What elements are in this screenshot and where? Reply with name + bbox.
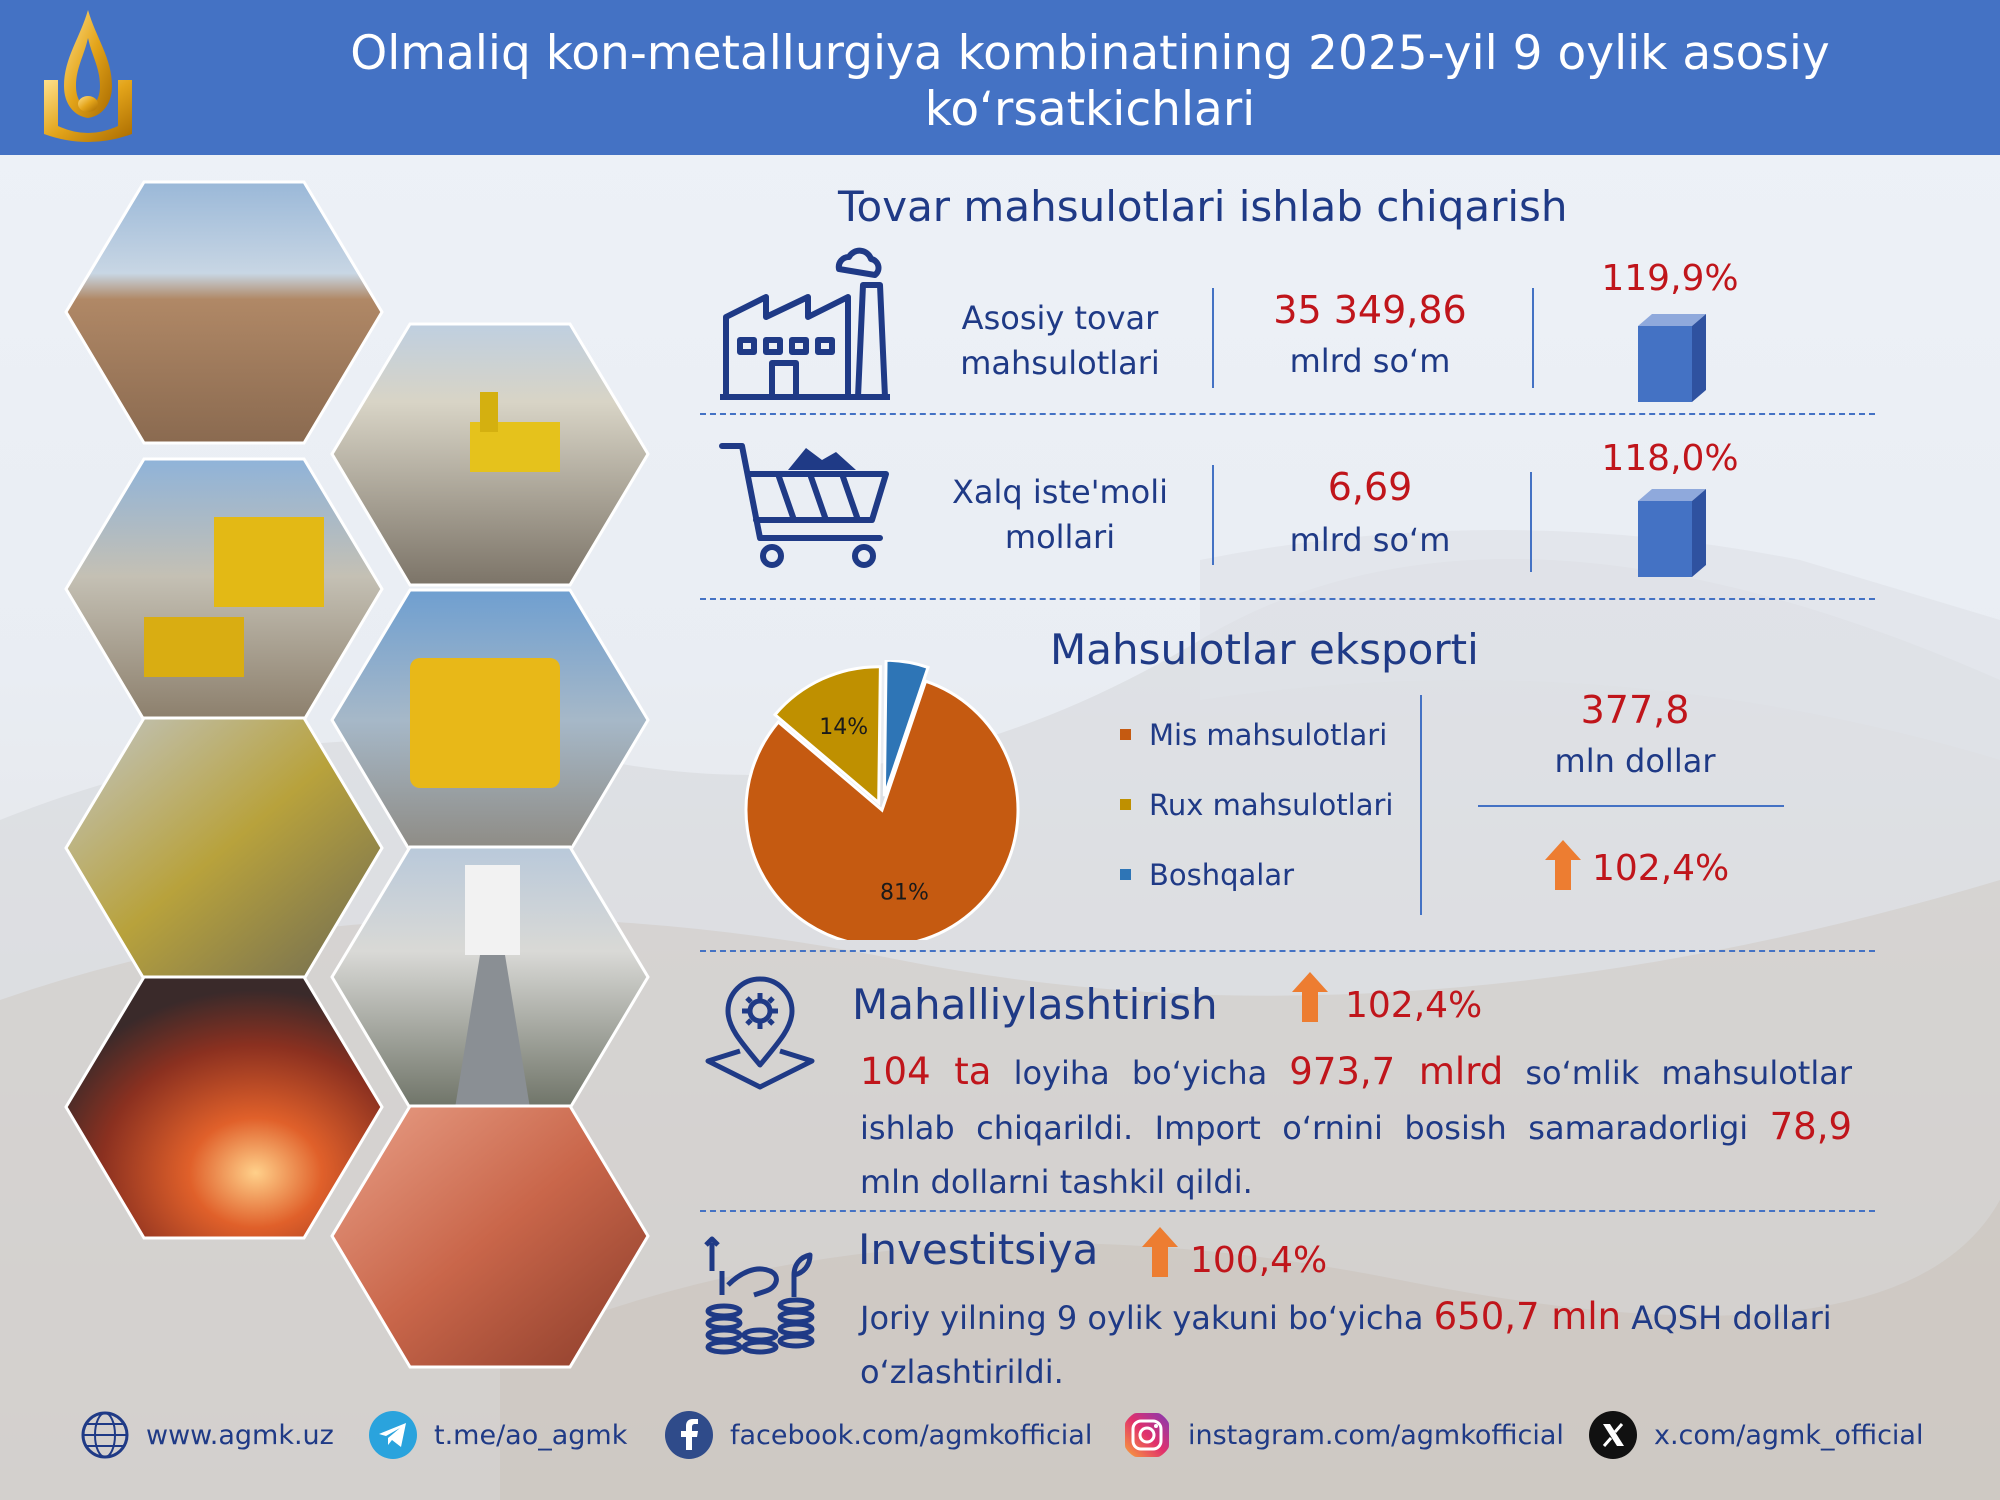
label-line: mollari [1004, 518, 1116, 556]
photo-hexagon-copper-cathodes [330, 1104, 650, 1369]
legend-item-copper: Mis mahsulotlari [1120, 718, 1387, 752]
highlight-import: 78,9 [1769, 1105, 1852, 1148]
footer-link-facebook[interactable]: facebook.com/agmkofficial [664, 1405, 1092, 1465]
pie-slice-1 [744, 679, 1020, 940]
production-growth-consumer: 118,0% [1601, 438, 1739, 479]
investment-coins-icon [704, 1236, 815, 1355]
photo-hexagon-open-pit [64, 180, 384, 445]
footer-link-text: x.com/agmk_official [1654, 1419, 1924, 1451]
photo-hexagon-thickener-walkway [330, 845, 650, 1110]
legend-label: Mis mahsulotlari [1149, 718, 1388, 752]
x-icon [1589, 1411, 1637, 1459]
highlight-projects: 104 ta [860, 1050, 992, 1093]
globe-icon [81, 1411, 129, 1459]
text-span: loyiha bo‘yicha [991, 1054, 1290, 1092]
footer-link-telegram[interactable]: t.me/ao_agmk [368, 1405, 627, 1465]
telegram-icon [369, 1411, 417, 1459]
text-span: Joriy yilning 9 oylik yakuni bo‘yicha [860, 1299, 1434, 1337]
highlight-amount: 973,7 mlrd [1289, 1050, 1504, 1093]
title-line-1: Olmaliq kon-metallurgiya kombinatining 2… [350, 26, 1830, 81]
production-unit-main: mlrd so‘m [1289, 342, 1451, 380]
export-unit: mln dollar [1554, 742, 1716, 780]
cube-bar-icon [1638, 314, 1706, 402]
label-line: Asosiy tovar [961, 299, 1159, 337]
title-line-2: ko‘rsatkichlari [924, 82, 1256, 137]
facebook-icon [665, 1411, 713, 1459]
footer-link-instagram[interactable]: instagram.com/agmkofficial [1122, 1405, 1564, 1465]
production-label-main: Asosiy tovar mahsulotlari [930, 296, 1190, 386]
shopping-cart-icon [719, 443, 889, 568]
production-value-consumer: 6,69 [1327, 465, 1413, 509]
localization-text: 104 ta loyiha bo‘yicha 973,7 mlrd so‘mli… [860, 1045, 1852, 1209]
footer-link-website[interactable]: www.agmk.uz [80, 1405, 334, 1465]
pie-slice-2 [772, 665, 882, 806]
up-arrow-icon [1292, 972, 1328, 1022]
section-divider [700, 1210, 1875, 1212]
investment-text: Joriy yilning 9 oylik yakuni bo‘yicha 65… [860, 1290, 1852, 1399]
footer-link-text: facebook.com/agmkofficial [730, 1419, 1093, 1451]
production-growth-main: 119,9% [1601, 258, 1739, 299]
page-title: Olmaliq kon-metallurgiya kombinatining 2… [230, 26, 1950, 138]
legend-swatch-copper [1120, 728, 1131, 740]
footer-link-text: instagram.com/agmkofficial [1188, 1419, 1564, 1451]
production-value-main: 35 349,86 [1273, 288, 1467, 332]
photo-hexagon-excavator-truck [64, 457, 384, 722]
production-heading: Tovar mahsulotlari ishlab chiqarish [838, 182, 1568, 231]
agmk-logo [44, 10, 132, 142]
localization-heading: Mahalliylashtirish [852, 980, 1218, 1029]
investment-heading: Investitsiya [858, 1225, 1099, 1274]
location-gear-icon [705, 976, 815, 1090]
legend-swatch-zinc [1120, 798, 1131, 810]
pie-slice-3 [882, 660, 930, 797]
photo-hexagon-excavator-rail [330, 322, 650, 587]
production-unit-consumer: mlrd so‘m [1289, 521, 1451, 559]
export-underline [1478, 805, 1784, 807]
localization-growth: 102,4% [1345, 985, 1483, 1026]
legend-label: Boshqalar [1149, 858, 1295, 892]
factory-icon [720, 247, 890, 400]
photo-hexagon-smelting [64, 975, 384, 1240]
text-span: mln dollarni tashkil qildi. [860, 1163, 1253, 1201]
divider [1530, 472, 1532, 572]
section-divider [700, 413, 1875, 415]
legend-swatch-others [1120, 868, 1131, 880]
label-line: mahsulotlari [960, 344, 1160, 382]
footer-link-text: t.me/ao_agmk [434, 1419, 628, 1451]
up-arrow-icon [1545, 840, 1581, 890]
label-line: Xalq iste'moli [951, 473, 1169, 511]
divider [1532, 288, 1534, 388]
divider [1212, 288, 1214, 388]
pie-label-2: 14% [819, 715, 868, 740]
footer-link-text: www.agmk.uz [146, 1419, 334, 1451]
legend-item-zinc: Rux mahsulotlari [1120, 788, 1393, 822]
section-divider [700, 950, 1875, 952]
text-span: AQSH dollari o‘zlashtirildi. [860, 1299, 1832, 1391]
legend-label: Rux mahsulotlari [1149, 788, 1394, 822]
footer-link-x[interactable]: x.com/agmk_official [1588, 1405, 1923, 1465]
text-span: so‘mlik mahsulotlar ishlab chiqarildi. I… [860, 1054, 1852, 1147]
photo-hexagon-dump-truck [330, 588, 650, 853]
pie-label-1: 81% [880, 880, 929, 905]
instagram-icon [1125, 1413, 1169, 1457]
export-pie-chart: 81%14%5% [744, 660, 1020, 940]
production-label-consumer: Xalq iste'moli mollari [930, 470, 1190, 560]
up-arrow-icon [1142, 1227, 1178, 1277]
investment-growth: 100,4% [1190, 1240, 1328, 1281]
export-heading: Mahsulotlar eksporti [1050, 625, 1479, 674]
header-bar [0, 0, 2000, 155]
legend-item-others: Boshqalar [1120, 858, 1294, 892]
export-growth: 102,4% [1592, 848, 1730, 889]
export-value: 377,8 [1580, 688, 1690, 732]
highlight-amount: 650,7 mln [1433, 1295, 1622, 1338]
divider [1212, 465, 1214, 565]
section-divider [700, 598, 1875, 600]
cube-bar-icon [1638, 489, 1706, 577]
divider [1420, 695, 1422, 915]
